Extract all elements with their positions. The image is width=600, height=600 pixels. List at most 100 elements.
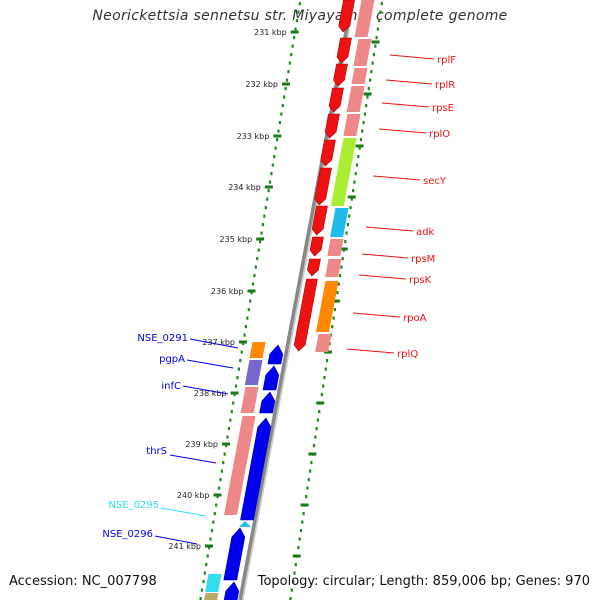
ruler-dots-left xyxy=(208,546,211,550)
ruler-dots-left xyxy=(259,240,262,244)
ruler-dots-right xyxy=(320,393,323,397)
label-leader xyxy=(378,128,427,134)
ruler-tick xyxy=(273,134,282,138)
ruler-tick xyxy=(222,442,230,446)
ruler-dots-right xyxy=(306,486,309,490)
cog-band xyxy=(330,208,349,237)
ruler-dots-left xyxy=(277,129,280,133)
ruler-tick xyxy=(371,40,380,44)
ruler-dots-left xyxy=(281,104,284,108)
ruler-dots-left xyxy=(268,180,272,184)
ruler-tick-label: 231 kbp xyxy=(254,28,287,37)
ruler-dots-right xyxy=(331,325,334,329)
cog-band xyxy=(327,239,344,256)
ruler-dots-right xyxy=(359,138,363,142)
ruler-tick xyxy=(247,289,256,293)
ruler-dots-right xyxy=(289,597,292,600)
ruler-dots-left xyxy=(280,112,283,116)
gene-arrow-blue xyxy=(267,344,284,365)
ruler-dots-right xyxy=(310,461,313,465)
ruler-tick-label: 235 kbp xyxy=(220,235,253,244)
cog-band xyxy=(343,114,361,136)
gene-arrow-blue xyxy=(223,581,240,600)
ruler-dots-left xyxy=(240,350,243,354)
gene-arrow-blue xyxy=(259,391,276,414)
ruler-dots-left xyxy=(260,231,263,235)
gene-label-secY: secY xyxy=(423,176,447,187)
ruler-dots-left xyxy=(209,537,212,541)
ruler-dots-right xyxy=(332,316,335,320)
gene-arrow-blue xyxy=(240,417,272,521)
gene-label-nse_0296: NSE_0296 xyxy=(102,529,153,540)
gene-arrow-red xyxy=(311,205,328,236)
gene-arrow-red xyxy=(324,113,340,139)
ruler-tick xyxy=(316,401,325,405)
ruler-dots-right xyxy=(370,70,373,74)
label-leader xyxy=(169,454,217,464)
cog-band xyxy=(224,416,256,515)
ruler-tick xyxy=(264,185,273,189)
cog-band xyxy=(325,259,342,277)
ruler-dots-left xyxy=(219,478,222,482)
cog-band xyxy=(249,342,266,358)
ruler-tick xyxy=(205,544,213,548)
ruler-dots-right xyxy=(371,61,374,65)
ruler-dots-left xyxy=(233,393,236,397)
ruler-dots-right xyxy=(316,418,320,422)
ruler-tick xyxy=(363,92,372,96)
label-leader xyxy=(182,385,229,395)
ruler-tick-label: 233 kbp xyxy=(237,132,270,141)
label-leader xyxy=(381,102,430,108)
ruler-dots-right xyxy=(378,19,381,23)
ruler-dots-right xyxy=(349,206,352,210)
ruler-dots-left xyxy=(203,571,206,575)
cog-band xyxy=(315,334,332,352)
ruler-dots-right xyxy=(340,265,343,269)
ruler-dots-right xyxy=(324,367,327,371)
label-leader xyxy=(385,79,433,85)
label-leader xyxy=(365,226,414,232)
ruler-dots-right xyxy=(309,469,312,473)
ruler-tick-label: 234 kbp xyxy=(228,183,261,192)
ruler-dots-right xyxy=(357,155,360,159)
gene-label-adk: adk xyxy=(416,227,434,238)
ruler-dots-right xyxy=(294,563,297,567)
ruler-dots-left xyxy=(200,588,204,592)
ruler-dots-left xyxy=(287,70,290,74)
ruler-dots-right xyxy=(341,257,344,261)
ruler-dots-left xyxy=(278,121,282,125)
ruler-tick xyxy=(308,452,317,456)
label-leader xyxy=(154,535,198,545)
ruler-dots-left xyxy=(202,580,205,584)
ruler-dots-left xyxy=(216,495,219,499)
map-title: Neorickettsia sennetsu str. Miyayama, co… xyxy=(92,8,508,24)
ruler-dots-right xyxy=(367,87,370,91)
ruler-dots-left xyxy=(210,529,214,533)
ruler-dots-right xyxy=(314,435,317,439)
ruler-dots-left xyxy=(215,503,218,507)
ruler-dots-right xyxy=(358,146,361,150)
ruler-tick xyxy=(282,82,290,86)
cog-band xyxy=(330,138,357,206)
ruler-dots-left xyxy=(199,597,202,600)
ruler-dots-left xyxy=(270,172,273,176)
cog-band xyxy=(354,0,375,37)
cog-band xyxy=(353,39,372,66)
gene-label-rplQ: rplQ xyxy=(397,349,418,360)
label-leader xyxy=(186,359,234,369)
ruler-dots-left xyxy=(212,520,215,524)
ruler-dots-right xyxy=(362,121,365,125)
ruler-dots-left xyxy=(244,325,248,329)
ruler-dots-right xyxy=(333,308,336,312)
ruler-dots-left xyxy=(254,265,257,269)
ruler-dots-left xyxy=(251,282,255,286)
ruler-dots-left xyxy=(243,333,246,337)
gene-label-rplF: rplF xyxy=(437,55,456,66)
ruler-tick-label: 232 kbp xyxy=(245,80,278,89)
ruler-dots-right xyxy=(355,163,359,167)
gene-label-nse_0291: NSE_0291 xyxy=(137,333,188,344)
ruler-dots-right xyxy=(299,529,303,533)
ruler-dots-right xyxy=(301,520,304,524)
ruler-dots-right xyxy=(322,384,325,388)
ruler-dots-right xyxy=(379,10,382,14)
